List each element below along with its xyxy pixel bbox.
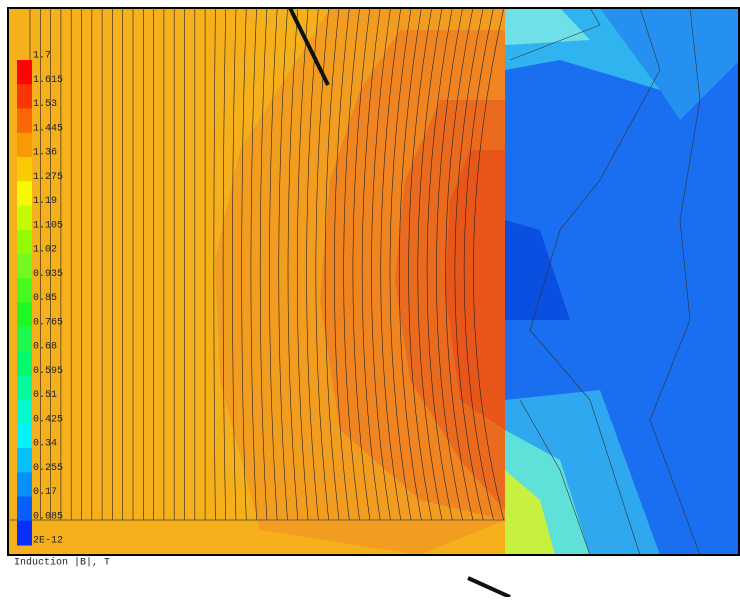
colorbar-segment [17,472,32,497]
colorbar-segment [17,400,32,425]
colorbar-label: 1.19 [33,196,57,207]
colorbar-label: 1.02 [33,245,57,256]
colorbar-segment [17,278,32,303]
colorbar-segment [17,230,32,255]
colorbar-label: 0.34 [33,439,57,450]
colorbar-segment [17,424,32,449]
colorbar-label: 0.595 [33,366,63,377]
colorbar-segment [17,181,32,206]
colorbar-label: 1.53 [33,99,57,110]
field-plot: 1.7 1.615 1.53 1.445 1.36 1.275 1.19 1.105 1.02 0… [0,0,740,597]
colorbar-segment [17,133,32,158]
colorbar-segment [17,375,32,400]
colorbar-label: 0.085 [33,511,63,522]
colorbar-segment [17,351,32,376]
colorbar-segment [17,60,32,85]
colorbar-label: 1.445 [33,123,63,134]
colorbar-segment [17,206,32,231]
colorbar-label: 0.85 [33,293,57,304]
colorbar: 1.7 1.615 1.53 1.445 1.36 1.275 1.19 1.105 1.02 0… [17,51,63,547]
colorbar-label: 0.425 [33,414,63,425]
page: 1.7 1.615 1.53 1.445 1.36 1.275 1.19 1.105 1.02 0… [0,0,740,597]
colorbar-label: 0.51 [33,390,57,401]
colorbar-segment [17,303,32,328]
colorbar-label: 1.275 [33,172,63,183]
colorbar-label: 1.36 [33,148,57,159]
colorbar-segment [17,327,32,352]
colorbar-label: 1.7 [33,51,51,62]
colorbar-segment [17,254,32,279]
colorbar-segment [17,448,32,473]
colorbar-label: 0.255 [33,463,63,474]
colorbar-label: 2E-12 [33,536,63,547]
colorbar-label: 0.765 [33,317,63,328]
colorbar-label: 0.68 [33,342,57,353]
colorbar-label: 1.615 [33,75,63,86]
colorbar-segment [17,521,32,546]
colorbar-label: 0.17 [33,487,57,498]
colorbar-segment [17,84,32,109]
colorbar-segment [17,109,32,134]
colorbar-segment [17,157,32,182]
colorbar-label: 1.105 [33,220,63,231]
footer-label: Induction |B|, T [14,557,110,569]
colorbar-segment [17,497,32,522]
colorbar-label: 0.935 [33,269,63,280]
